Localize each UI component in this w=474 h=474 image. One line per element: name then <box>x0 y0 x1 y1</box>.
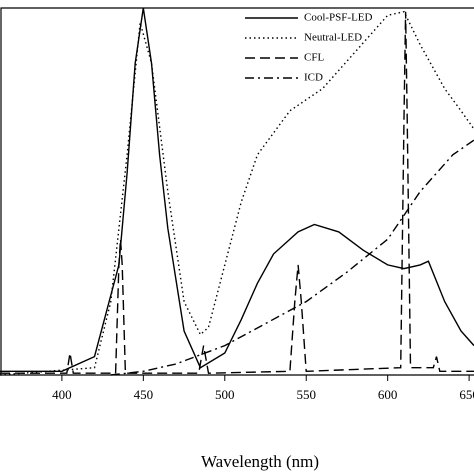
legend-label: ICD <box>304 72 323 84</box>
x-tick-label: 550 <box>296 387 316 402</box>
series-line <box>0 7 474 372</box>
legend-label: Neutral-LED <box>304 32 362 44</box>
x-tick-label: 600 <box>378 387 398 402</box>
series-line <box>0 10 474 376</box>
series-line <box>0 11 474 374</box>
plot-frame <box>0 7 474 376</box>
x-tick-label: 500 <box>215 387 235 402</box>
x-axis-label: Wavelength (nm) <box>201 452 319 471</box>
legend-label: Cool-PSF-LED <box>304 12 373 24</box>
x-tick-label: 650 <box>459 387 474 402</box>
series-line <box>110 139 474 376</box>
x-tick-label: 400 <box>52 387 72 402</box>
x-tick-label: 450 <box>134 387 154 402</box>
legend-label: CFL <box>304 52 324 64</box>
